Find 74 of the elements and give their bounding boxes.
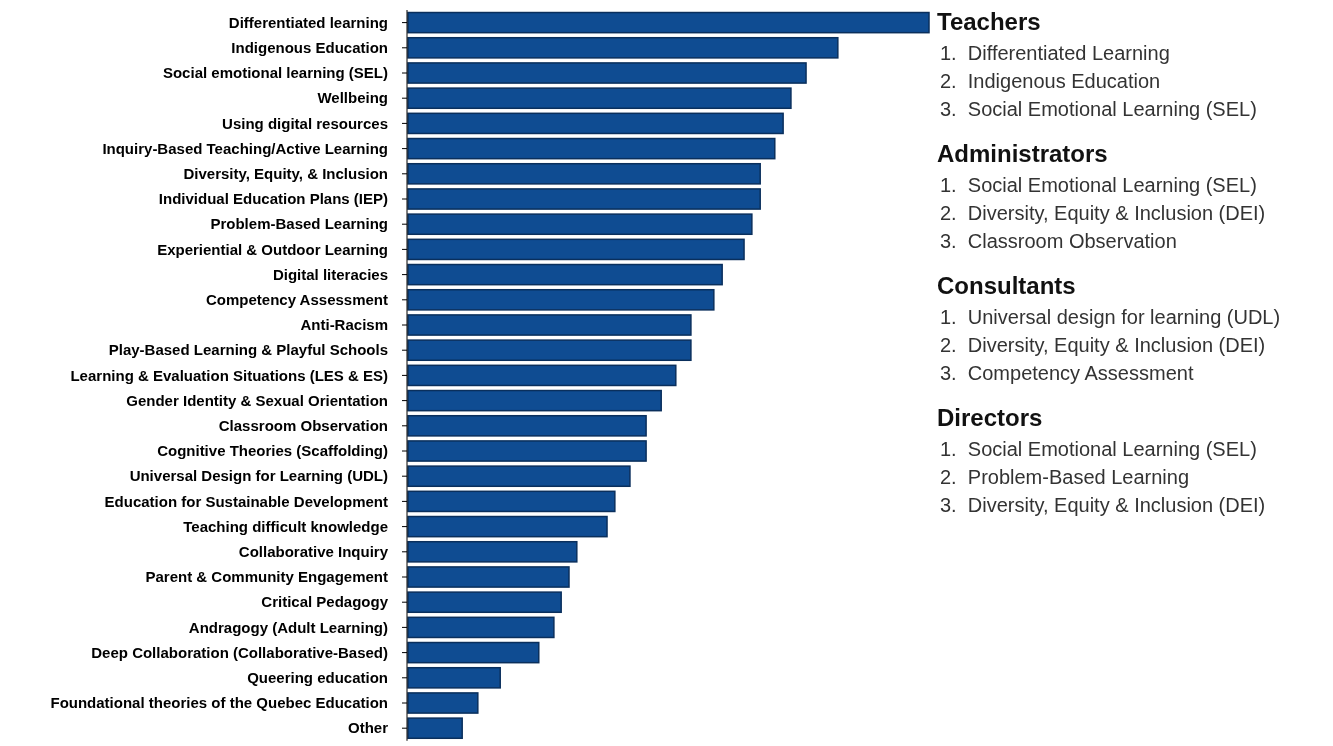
bar <box>407 490 616 513</box>
y-tick-label: Competency Assessment <box>205 291 388 309</box>
y-tick-label: Learning & Evaluation Situations (LES & ES) <box>70 366 388 384</box>
bar <box>407 288 715 311</box>
y-tick-label: Indigenous Education <box>231 39 388 57</box>
bar <box>407 238 745 261</box>
y-tick-label: Queering education <box>247 669 388 687</box>
y-tick-label: Other <box>347 719 389 737</box>
text: 3. Diversity, Equity & Inclusion (DEI) <box>940 494 1266 516</box>
bar <box>407 188 761 210</box>
text: 2. Diversity, Equity & Inclusion (DEI) <box>940 334 1266 356</box>
y-tick-label: Individual Education Plans (IEP) <box>158 190 388 208</box>
bar <box>407 692 479 714</box>
text: 1. Universal design for learning (UDL) <box>940 306 1281 328</box>
text: 3. Classroom Observation <box>940 230 1177 252</box>
bar <box>407 566 570 588</box>
bar <box>407 62 807 84</box>
bar <box>407 465 631 488</box>
y-tick-label: Universal Design for Learning (UDL) <box>129 467 388 485</box>
bar <box>407 339 692 362</box>
bar <box>407 11 930 34</box>
y-tick-label: Education for Sustainable Development <box>104 492 388 510</box>
text: 3. Competency Assessment <box>940 362 1194 384</box>
bar <box>407 36 839 59</box>
text: 1. Social Emotional Learning (SEL) <box>940 174 1257 196</box>
bar <box>407 591 562 614</box>
bar <box>407 515 608 538</box>
y-tick-label: Anti-Racism <box>300 316 388 334</box>
y-tick-label: Critical Pedagogy <box>261 593 389 611</box>
bar <box>407 162 761 185</box>
bar <box>407 389 662 412</box>
bar <box>407 641 540 664</box>
bar <box>407 213 753 236</box>
bar <box>407 414 647 437</box>
text: 2. Diversity, Equity & Inclusion (DEI) <box>940 202 1266 224</box>
y-tick-label: Using digital resources <box>222 114 388 132</box>
y-tick-label: Social emotional learning (SEL) <box>162 64 388 82</box>
y-tick-label: Digital literacies <box>272 265 388 283</box>
y-tick-label: Andragogy (Adult Learning) <box>188 618 388 636</box>
bar <box>407 616 555 639</box>
y-tick-label: Deep Collaboration (Collaborative-Based) <box>91 643 388 661</box>
text: Consultants <box>937 272 1076 300</box>
bar <box>407 137 776 160</box>
text: 1. Social Emotional Learning (SEL) <box>940 438 1257 460</box>
bar <box>407 717 463 740</box>
bar <box>407 314 692 336</box>
bar <box>407 364 677 387</box>
y-tick-label: Play-Based Learning & Playful Schools <box>108 341 388 359</box>
text: 2. Problem-Based Learning <box>940 466 1190 488</box>
y-tick-label: Foundational theories of the Quebec Education <box>50 694 388 712</box>
bar <box>407 112 784 135</box>
bar <box>407 87 792 110</box>
y-tick-label: Differentiated learning <box>228 13 388 31</box>
y-tick-label: Wellbeing <box>317 89 388 107</box>
text: Teachers <box>937 8 1041 36</box>
bar <box>407 666 501 689</box>
y-tick-label: Diversity, Equity, & Inclusion <box>183 165 388 183</box>
y-tick-label: Cognitive Theories (Scaffolding) <box>157 442 388 460</box>
y-tick-label: Inquiry-Based Teaching/Active Learning <box>102 139 388 157</box>
text: 3. Social Emotional Learning (SEL) <box>940 98 1257 120</box>
text: Administrators <box>937 140 1108 168</box>
text: Directors <box>937 404 1043 432</box>
y-tick-label: Experiential & Outdoor Learning <box>157 240 388 258</box>
y-tick-label: Gender Identity & Sexual Orientation <box>126 391 388 409</box>
bar <box>407 440 647 462</box>
text: 1. Differentiated Learning <box>940 42 1170 64</box>
text: 2. Indigenous Education <box>940 70 1161 92</box>
y-tick-label: Problem-Based Learning <box>210 215 388 233</box>
bar <box>407 540 578 563</box>
y-tick-label: Teaching difficult knowledge <box>183 517 388 535</box>
y-tick-label: Classroom Observation <box>218 417 388 435</box>
bar <box>407 263 723 286</box>
y-tick-label: Parent & Community Engagement <box>145 568 388 586</box>
y-tick-label: Collaborative Inquiry <box>238 543 389 561</box>
